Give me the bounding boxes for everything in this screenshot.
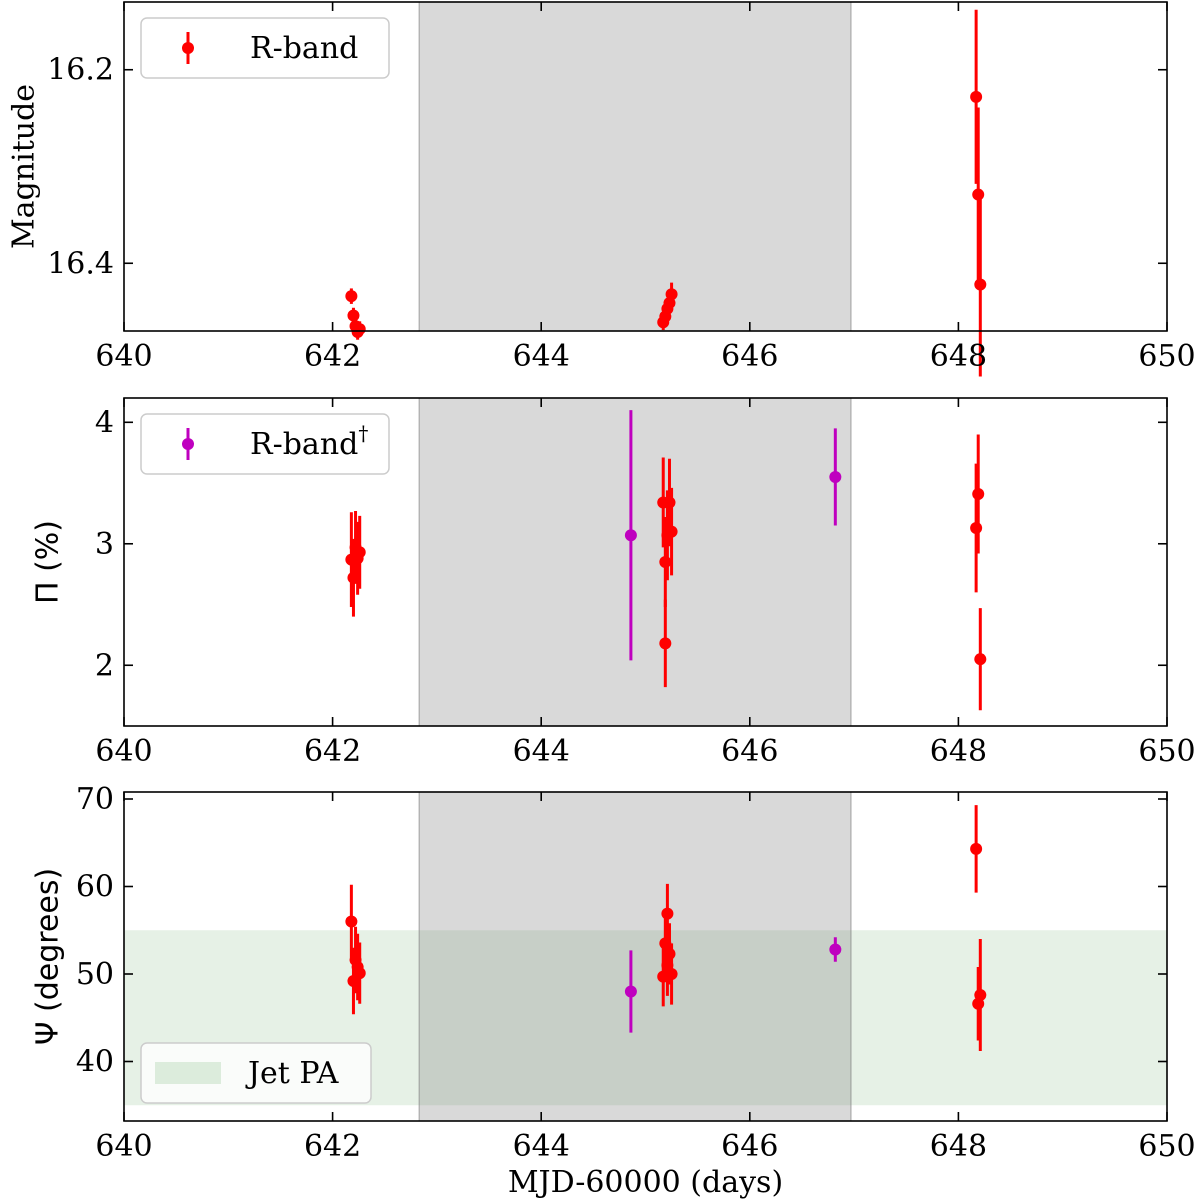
- magnitude-x-tick-label: 644: [513, 339, 570, 374]
- polarization-angle-y-tick-label: 50: [76, 957, 114, 992]
- polarization-degree-legend-dot: [182, 438, 194, 450]
- polarization-degree-x-tick-label: 650: [1138, 734, 1195, 769]
- magnitude-data-point: [665, 288, 678, 301]
- magnitude-legend: R-band: [140, 17, 390, 79]
- polarization-degree-data-point: [659, 556, 672, 568]
- polarization-angle-data-point: [970, 842, 983, 855]
- jet-pa-legend-box: [140, 1042, 372, 1104]
- polarization-angle-shaded-interval: [419, 792, 851, 1121]
- polarization-degree-data-point: [970, 521, 983, 534]
- magnitude-data-point: [970, 90, 983, 103]
- polarization-angle-x-tick-label: 646: [721, 1129, 778, 1164]
- jet-pa-legend-label: Jet PA: [245, 1056, 339, 1091]
- magnitude-data-point: [347, 309, 360, 322]
- polarization-degree-x-tick-label: 642: [304, 734, 361, 769]
- polarization-degree-data-point: [663, 496, 676, 509]
- magnitude-legend-label: R-band: [250, 31, 358, 66]
- magnitude-panel: 640 642 644 646 648 650 16.2 16.4 Magnitude R-b…: [7, 1, 1196, 377]
- polarization-angle-x-tick-label: 642: [304, 1129, 361, 1164]
- magnitude-data-point: [353, 323, 366, 336]
- polarization-angle-data-point: [353, 967, 366, 980]
- magnitude-y-tick-label: 16.4: [47, 246, 114, 281]
- magnitude-legend-box: [140, 17, 390, 79]
- polarization-degree-x-tick-label: 648: [930, 734, 987, 769]
- polarization-degree-data-point: [829, 470, 842, 483]
- polarization-angle-y-axis-label: Ψ (degrees): [31, 868, 66, 1045]
- polarization-degree-data-point: [353, 546, 366, 559]
- jet-pa-legend-patch: [155, 1062, 221, 1084]
- polarization-degree-x-tick-label: 646: [721, 734, 778, 769]
- polarization-angle-panel: 640 642 644 646 648 650 40 50 60 70 Ψ (degrees) M…: [31, 782, 1196, 1200]
- polarization-degree-shaded-interval: [419, 398, 851, 726]
- magnitude-x-tick-label: 642: [304, 339, 361, 374]
- polarization-degree-panel: 640 642 644 646 648 650 2 3 4 Π (%) R-band†: [31, 397, 1196, 769]
- polarization-degree-legend-label: R-band†: [250, 421, 368, 462]
- polarization-degree-data-point: [659, 637, 672, 650]
- polarization-angle-data-point: [829, 943, 842, 956]
- magnitude-data-point: [972, 188, 985, 201]
- polarization-angle-data-point: [663, 947, 676, 960]
- magnitude-data-point: [974, 278, 987, 291]
- magnitude-plot-frame: [123, 1, 1168, 332]
- magnitude-x-tick-label: 640: [95, 339, 152, 374]
- polarization-angle-plot-frame: [123, 791, 1168, 1122]
- polarization-angle-y-tick-label: 70: [76, 782, 114, 817]
- polarization-angle-data-point: [665, 968, 678, 980]
- magnitude-x-tick-label: 648: [930, 339, 987, 374]
- polarization-degree-data-point: [972, 487, 985, 500]
- magnitude-shaded-interval: [419, 2, 851, 331]
- magnitude-x-tick-label: 650: [1138, 339, 1195, 374]
- polarization-degree-y-tick-label: 4: [95, 405, 114, 440]
- polarization-degree-y-tick-label: 2: [95, 648, 114, 683]
- polarization-angle-x-tick-label: 644: [513, 1129, 570, 1164]
- polarization-degree-legend: R-band†: [140, 413, 390, 475]
- polarization-degree-x-tick-label: 644: [513, 734, 570, 769]
- polarization-degree-legend-marker: [182, 428, 194, 460]
- polarization-angle-data-point: [345, 915, 358, 928]
- jet-pa-legend-swatch: [155, 1062, 221, 1084]
- polarization-degree-legend-box: [140, 413, 390, 475]
- polarization-degree-y-axis-label: Π (%): [31, 520, 66, 604]
- magnitude-y-tick-label: 16.2: [47, 53, 114, 88]
- jet-pa-legend: Jet PA: [140, 1042, 372, 1104]
- magnitude-data-point: [345, 290, 358, 303]
- polarization-angle-y-tick-label: 60: [76, 870, 114, 905]
- polarization-angle-data-point: [661, 907, 674, 920]
- polarization-angle-x-tick-label: 650: [1138, 1129, 1195, 1164]
- polarization-degree-plot-frame: [123, 397, 1168, 727]
- polarization-degree-x-tick-label: 640: [95, 734, 152, 769]
- polarization-degree-legend-dagger: †: [358, 421, 368, 445]
- x-axis-label: MJD-60000 (days): [508, 1165, 783, 1200]
- magnitude-legend-marker: [182, 32, 194, 64]
- magnitude-y-axis-label: Magnitude: [7, 84, 42, 249]
- magnitude-x-tick-label: 646: [721, 339, 778, 374]
- polarization-angle-x-tick-label: 640: [95, 1129, 152, 1164]
- polarization-angle-y-tick-label: 40: [76, 1045, 114, 1080]
- polarization-degree-y-tick-label: 3: [95, 527, 114, 562]
- polarization-angle-x-tick-label: 648: [930, 1129, 987, 1164]
- polarization-angle-data-point: [974, 989, 987, 1001]
- polarization-degree-data-point: [624, 529, 637, 542]
- polarization-angle-data-point: [624, 985, 637, 998]
- magnitude-legend-dot: [182, 42, 194, 54]
- polarization-degree-data-point: [665, 525, 678, 538]
- polarization-degree-data-point: [974, 653, 987, 666]
